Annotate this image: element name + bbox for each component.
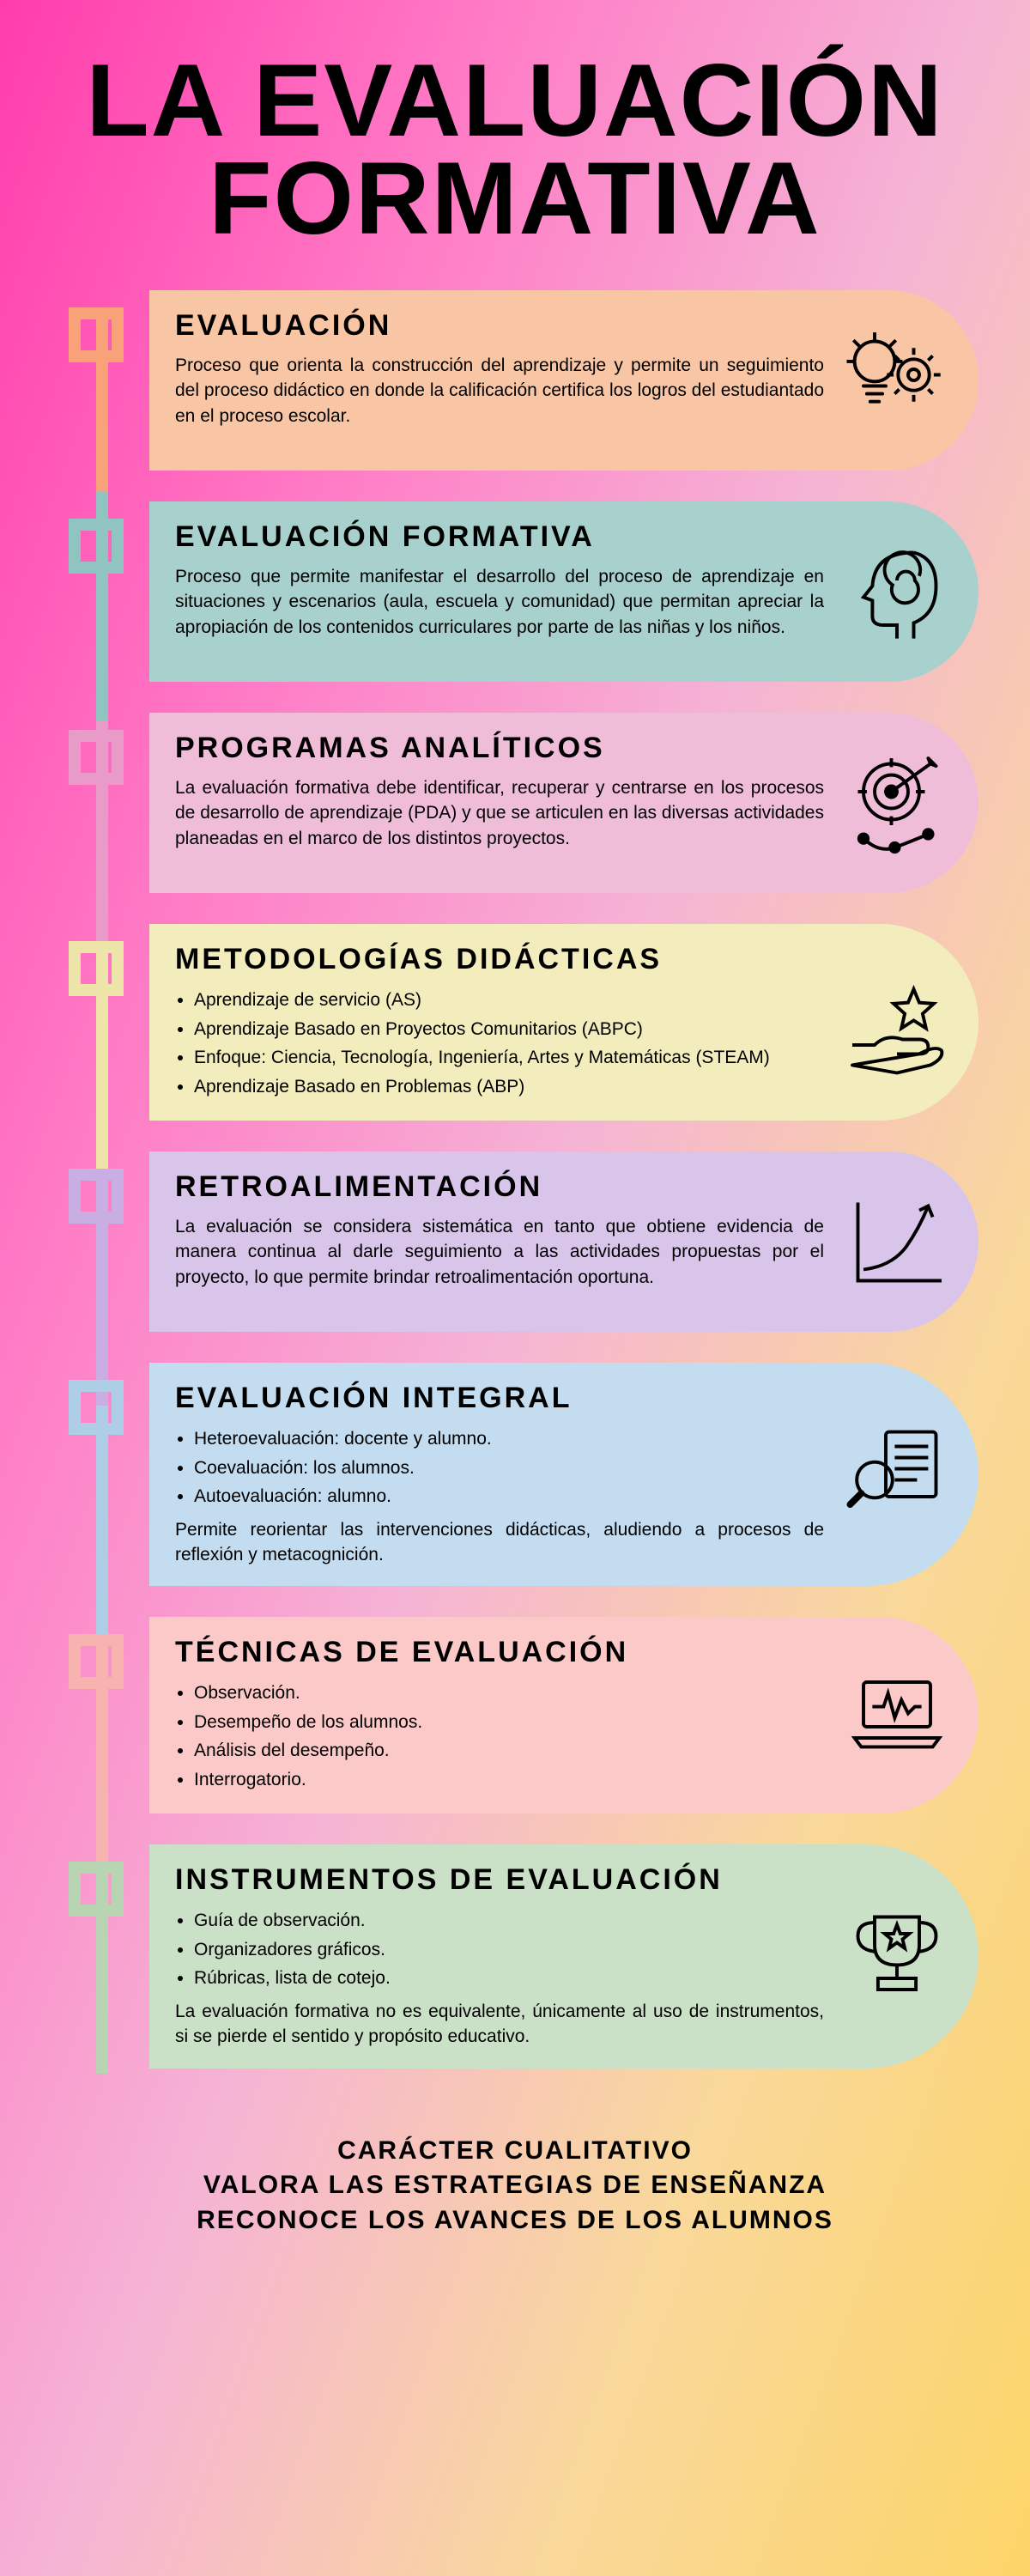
list-item: Coevaluación: los alumnos. <box>194 1455 824 1482</box>
card-body: Proceso que orienta la construcción del … <box>175 353 824 428</box>
list-item: Aprendizaje de servicio (AS) <box>194 987 824 1014</box>
footer-line: RECONOCE LOS AVANCES DE LOS ALUMNOS <box>34 2203 996 2239</box>
trophy-star-icon <box>841 1900 953 2012</box>
list-item: Organizadores gráficos. <box>194 1936 824 1964</box>
main-title: LA EVALUACIÓN FORMATIVA <box>0 0 1030 273</box>
timeline-node <box>69 1862 124 1917</box>
card: RETROALIMENTACIÓN La evaluación se consid… <box>149 1151 978 1332</box>
card: PROGRAMAS ANALÍTICOS La evaluación format… <box>149 713 978 893</box>
card: INSTRUMENTOS DE EVALUACIÓN Guía de observ… <box>149 1844 978 2068</box>
card-title: EVALUACIÓN <box>175 309 824 343</box>
timeline-node <box>69 1169 124 1224</box>
list-item: Desempeño de los alumnos. <box>194 1709 824 1736</box>
laptop-pulse-icon <box>841 1660 953 1771</box>
target-icon <box>841 747 953 859</box>
card-note: Permite reorientar las intervenciones di… <box>175 1517 824 1568</box>
card: EVALUACIÓN FORMATIVA Proceso que permite … <box>149 501 978 682</box>
card: EVALUACIÓN INTEGRAL Heteroevaluación: doc… <box>149 1363 978 1586</box>
section: EVALUACIÓN Proceso que orienta la constru… <box>69 290 978 471</box>
card: EVALUACIÓN Proceso que orienta la constru… <box>149 290 978 471</box>
card-title: RETROALIMENTACIÓN <box>175 1170 824 1204</box>
section: INSTRUMENTOS DE EVALUACIÓN Guía de observ… <box>69 1844 978 2068</box>
list-item: Interrogatorio. <box>194 1766 824 1794</box>
magnify-doc-icon <box>841 1419 953 1530</box>
card-title: EVALUACIÓN FORMATIVA <box>175 520 824 554</box>
timeline-node <box>69 519 124 574</box>
list-item: Aprendizaje Basado en Problemas (ABP) <box>194 1073 824 1101</box>
timeline-node <box>69 307 124 362</box>
footer-line: VALORA LAS ESTRATEGIAS DE ENSEÑANZA <box>34 2168 996 2203</box>
card-title: PROGRAMAS ANALÍTICOS <box>175 732 824 765</box>
section: METODOLOGÍAS DIDÁCTICAS Aprendizaje de se… <box>69 924 978 1121</box>
list-item: Enfoque: Ciencia, Tecnología, Ingeniería… <box>194 1044 824 1072</box>
timeline: EVALUACIÓN Proceso que orienta la constru… <box>0 273 1030 2117</box>
lightbulb-gear-icon <box>841 325 953 436</box>
card-note: La evaluación formativa no es equivalent… <box>175 1999 824 2050</box>
head-spiral-icon <box>841 536 953 647</box>
card: TÉCNICAS DE EVALUACIÓN Observación.Desemp… <box>149 1617 978 1814</box>
section: TÉCNICAS DE EVALUACIÓN Observación.Desemp… <box>69 1617 978 1814</box>
timeline-node <box>69 1634 124 1689</box>
card-list: Aprendizaje de servicio (AS)Aprendizaje … <box>175 987 824 1100</box>
hand-star-icon <box>841 967 953 1078</box>
card-list: Guía de observación.Organizadores gráfic… <box>175 1907 824 1992</box>
card-body: La evaluación formativa debe identificar… <box>175 775 824 851</box>
list-item: Observación. <box>194 1680 824 1707</box>
list-item: Autoevaluación: alumno. <box>194 1483 824 1510</box>
footer: CARÁCTER CUALITATIVO VALORA LAS ESTRATEG… <box>0 2117 1030 2273</box>
card-title: TÉCNICAS DE EVALUACIÓN <box>175 1636 824 1669</box>
list-item: Guía de observación. <box>194 1907 824 1935</box>
list-item: Rúbricas, lista de cotejo. <box>194 1965 824 1992</box>
list-item: Heteroevaluación: docente y alumno. <box>194 1425 824 1453</box>
timeline-node <box>69 730 124 785</box>
section: EVALUACIÓN INTEGRAL Heteroevaluación: doc… <box>69 1363 978 1586</box>
card-body: La evaluación se considera sistemática e… <box>175 1214 824 1290</box>
card-title: EVALUACIÓN INTEGRAL <box>175 1382 824 1415</box>
card-list: Observación.Desempeño de los alumnos.Aná… <box>175 1680 824 1793</box>
growth-arrow-icon <box>841 1186 953 1297</box>
card: METODOLOGÍAS DIDÁCTICAS Aprendizaje de se… <box>149 924 978 1121</box>
card-list: Heteroevaluación: docente y alumno.Coeva… <box>175 1425 824 1510</box>
list-item: Aprendizaje Basado en Proyectos Comunita… <box>194 1016 824 1043</box>
card-body: Proceso que permite manifestar el desarr… <box>175 564 824 640</box>
section: RETROALIMENTACIÓN La evaluación se consid… <box>69 1151 978 1332</box>
card-title: INSTRUMENTOS DE EVALUACIÓN <box>175 1863 824 1897</box>
section: EVALUACIÓN FORMATIVA Proceso que permite … <box>69 501 978 682</box>
card-title: METODOLOGÍAS DIDÁCTICAS <box>175 943 824 976</box>
footer-line: CARÁCTER CUALITATIVO <box>34 2134 996 2169</box>
timeline-node <box>69 941 124 996</box>
timeline-node <box>69 1380 124 1435</box>
section: PROGRAMAS ANALÍTICOS La evaluación format… <box>69 713 978 893</box>
list-item: Análisis del desempeño. <box>194 1737 824 1765</box>
